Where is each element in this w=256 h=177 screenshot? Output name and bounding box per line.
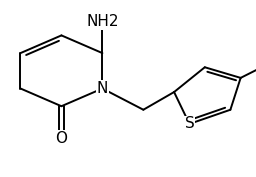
- Text: NH2: NH2: [86, 14, 119, 29]
- Text: S: S: [185, 116, 194, 131]
- Text: N: N: [97, 81, 108, 96]
- Text: O: O: [56, 131, 67, 145]
